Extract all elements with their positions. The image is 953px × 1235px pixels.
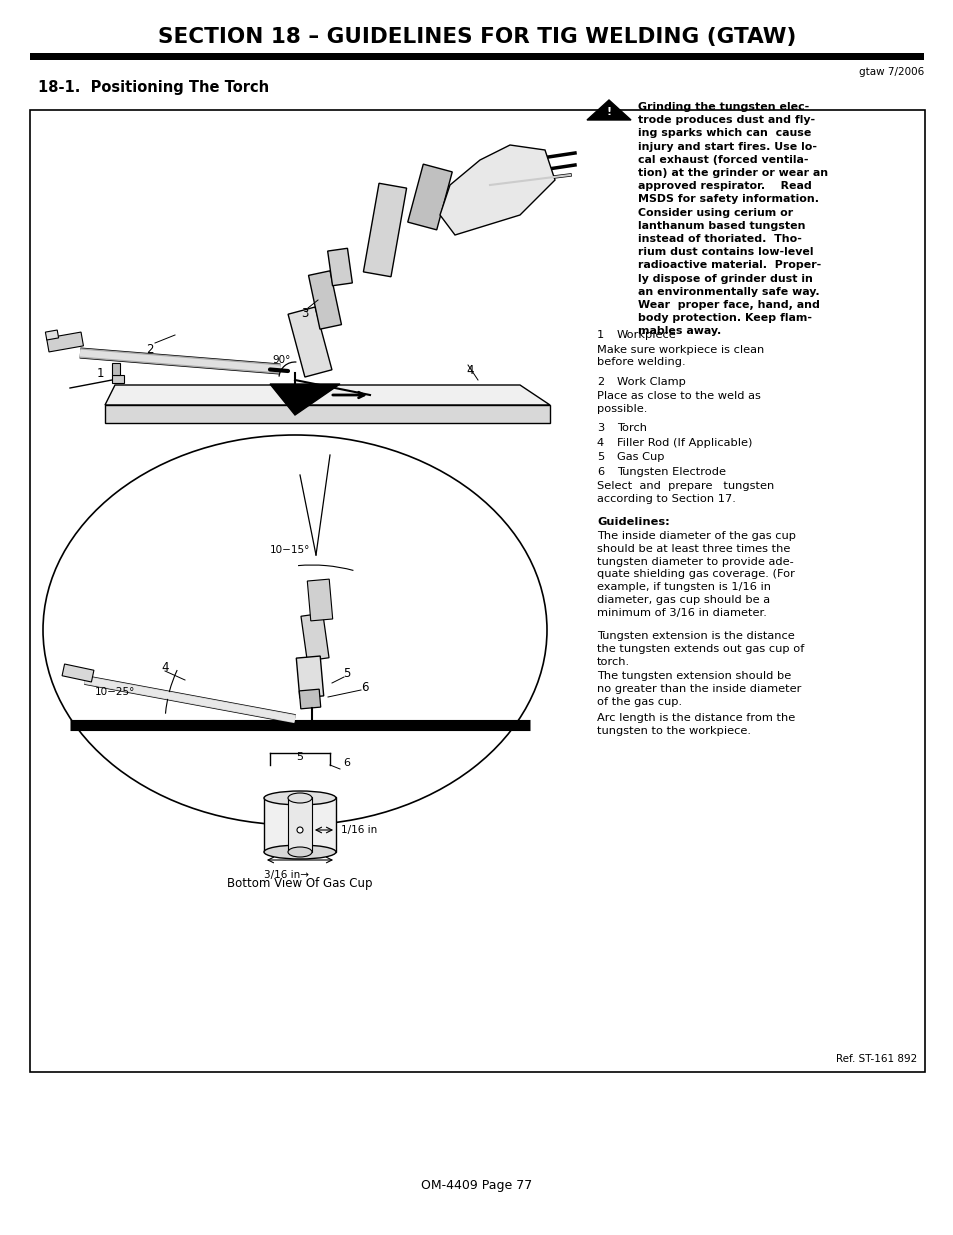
Text: Make sure workpiece is clean
before welding.: Make sure workpiece is clean before weld…: [597, 345, 763, 367]
Text: 1/16 in: 1/16 in: [340, 825, 376, 835]
Text: OM-4409 Page 77: OM-4409 Page 77: [421, 1178, 532, 1192]
Text: rium dust contains low-level: rium dust contains low-level: [638, 247, 813, 257]
Ellipse shape: [264, 845, 335, 860]
Text: 2: 2: [146, 342, 153, 356]
Polygon shape: [439, 144, 555, 235]
Bar: [288, 797, 312, 852]
Text: The tungsten extension should be
no greater than the inside diameter
of the gas : The tungsten extension should be no grea…: [597, 671, 801, 706]
Text: mables away.: mables away.: [638, 326, 720, 336]
Text: 1: 1: [96, 367, 104, 379]
Polygon shape: [62, 664, 93, 682]
Polygon shape: [327, 248, 352, 285]
Polygon shape: [586, 100, 630, 120]
Polygon shape: [300, 614, 329, 661]
Text: 5: 5: [343, 667, 351, 679]
Text: 3: 3: [597, 424, 603, 433]
Text: 6: 6: [343, 758, 350, 768]
Polygon shape: [407, 164, 452, 230]
Text: ly dispose of grinder dust in: ly dispose of grinder dust in: [638, 274, 812, 284]
Text: Filler Rod (If Applicable): Filler Rod (If Applicable): [617, 437, 752, 447]
Polygon shape: [47, 332, 83, 352]
Text: tion) at the grinder or wear an: tion) at the grinder or wear an: [638, 168, 827, 178]
Text: Gas Cup: Gas Cup: [617, 452, 664, 462]
Text: gtaw 7/2006: gtaw 7/2006: [858, 67, 923, 77]
Text: Bottom View Of Gas Cup: Bottom View Of Gas Cup: [227, 877, 373, 890]
Text: 3/16 in→: 3/16 in→: [264, 869, 309, 881]
Text: 2: 2: [597, 377, 603, 387]
Text: Ref. ST-161 892: Ref. ST-161 892: [835, 1053, 916, 1065]
Polygon shape: [105, 385, 550, 405]
Ellipse shape: [264, 790, 335, 805]
Polygon shape: [105, 405, 550, 424]
Text: ing sparks which can  cause: ing sparks which can cause: [638, 128, 810, 138]
Text: 5: 5: [597, 452, 603, 462]
Text: Place as close to the weld as
possible.: Place as close to the weld as possible.: [597, 391, 760, 414]
Bar: [112, 363, 120, 375]
Text: MSDS for safety information.: MSDS for safety information.: [638, 194, 818, 205]
Text: 4: 4: [466, 363, 474, 377]
Text: Tungsten extension is the distance
the tungsten extends out gas cup of
torch.: Tungsten extension is the distance the t…: [597, 631, 803, 667]
Text: 4: 4: [161, 661, 169, 673]
Text: radioactive material.  Proper-: radioactive material. Proper-: [638, 261, 821, 270]
Polygon shape: [46, 330, 58, 340]
Text: body protection. Keep flam-: body protection. Keep flam-: [638, 314, 811, 324]
Ellipse shape: [288, 793, 312, 803]
Text: Work Clamp: Work Clamp: [617, 377, 685, 387]
Bar: [264, 797, 335, 852]
Text: SECTION 18 – GUIDELINES FOR TIG WELDING (GTAW): SECTION 18 – GUIDELINES FOR TIG WELDING …: [157, 27, 796, 47]
Text: !: !: [606, 107, 611, 117]
Bar: [30, 53, 923, 61]
Polygon shape: [308, 270, 341, 330]
Text: Grinding the tungsten elec-: Grinding the tungsten elec-: [638, 103, 808, 112]
Text: Wear  proper face, hand, and: Wear proper face, hand, and: [638, 300, 819, 310]
Text: 3: 3: [301, 306, 309, 320]
Polygon shape: [270, 384, 339, 415]
Text: Guidelines:: Guidelines:: [597, 517, 669, 527]
Text: 4: 4: [597, 437, 603, 447]
Ellipse shape: [43, 435, 546, 825]
Text: 6: 6: [361, 680, 369, 694]
Polygon shape: [296, 656, 323, 698]
Text: injury and start fires. Use lo-: injury and start fires. Use lo-: [638, 142, 816, 152]
Polygon shape: [299, 689, 320, 709]
Polygon shape: [288, 308, 332, 377]
Text: Torch: Torch: [617, 424, 646, 433]
Text: 5: 5: [296, 752, 303, 762]
Text: lanthanum based tungsten: lanthanum based tungsten: [638, 221, 804, 231]
Text: approved respirator.    Read: approved respirator. Read: [638, 182, 811, 191]
Polygon shape: [363, 183, 406, 277]
Polygon shape: [307, 579, 333, 621]
Text: instead of thoriated.  Tho-: instead of thoriated. Tho-: [638, 233, 801, 245]
Text: cal exhaust (forced ventila-: cal exhaust (forced ventila-: [638, 154, 807, 164]
Text: 1: 1: [597, 330, 603, 340]
Text: Tungsten Electrode: Tungsten Electrode: [617, 467, 725, 477]
Text: 6: 6: [597, 467, 603, 477]
Text: an environmentally safe way.: an environmentally safe way.: [638, 287, 819, 296]
Bar: [112, 375, 124, 383]
Ellipse shape: [288, 847, 312, 857]
Text: Workpiece: Workpiece: [617, 330, 676, 340]
Text: 90°: 90°: [273, 354, 291, 366]
Text: Arc length is the distance from the
tungsten to the workpiece.: Arc length is the distance from the tung…: [597, 713, 795, 736]
Bar: [30, 110, 924, 1072]
Text: Select  and  prepare   tungsten
according to Section 17.: Select and prepare tungsten according to…: [597, 480, 774, 504]
Text: 18-1.  Positioning The Torch: 18-1. Positioning The Torch: [38, 80, 269, 95]
Text: trode produces dust and fly-: trode produces dust and fly-: [638, 115, 814, 125]
Text: 10−25°: 10−25°: [94, 687, 135, 697]
Text: 10−15°: 10−15°: [270, 545, 310, 555]
Text: The inside diameter of the gas cup
should be at least three times the
tungsten d: The inside diameter of the gas cup shoul…: [597, 531, 795, 618]
Text: Consider using cerium or: Consider using cerium or: [638, 207, 792, 217]
Circle shape: [296, 827, 303, 832]
